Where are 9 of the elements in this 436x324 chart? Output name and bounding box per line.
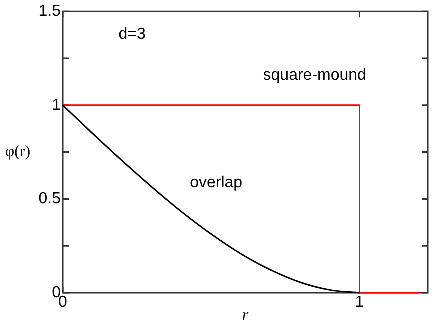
series-label: overlap <box>190 174 243 192</box>
y-tick-label: 1.5 <box>38 3 62 20</box>
x-axis-title: r <box>242 307 250 324</box>
line-series <box>62 104 360 294</box>
series-label: square-mound <box>263 66 366 84</box>
y-tick-label: 1 <box>52 96 62 114</box>
y-axis-title: φ(r) <box>5 144 31 161</box>
annotation: d=3 <box>118 26 146 44</box>
y-tick-label: 0.5 <box>38 190 62 208</box>
